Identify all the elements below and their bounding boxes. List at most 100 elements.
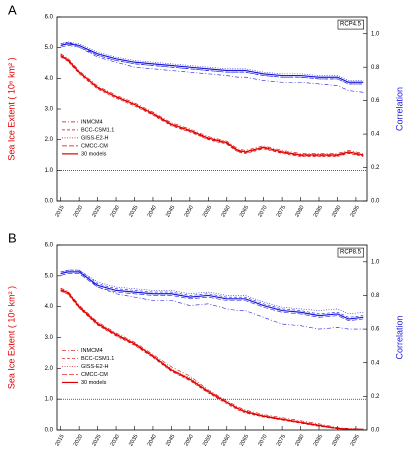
y-axis-title: Sea Ice Extent ( 10⁶ km² ) — [6, 57, 16, 160]
y2-tick-label: 0.2 — [371, 165, 380, 171]
correlation-line — [60, 273, 364, 321]
y-tick-label: 3.0 — [45, 335, 54, 341]
legend-label: 30 models — [81, 380, 107, 386]
legend-label: BCC-CSM1.1 — [81, 127, 114, 133]
x-tick-label: 2040 — [147, 434, 158, 448]
x-tick-label: 2025 — [91, 434, 102, 448]
scenario-label: RCP4.5 — [340, 22, 362, 28]
correlation-line — [60, 45, 364, 85]
y-tick-label: 1.0 — [45, 397, 54, 403]
x-tick-label: 2050 — [184, 434, 195, 448]
legend-label: BCC-CSM1.1 — [81, 356, 114, 362]
y-tick-label: 6.0 — [45, 243, 54, 249]
scenario-label: RCP8.5 — [340, 250, 362, 256]
x-tick-label: 2070 — [257, 434, 268, 448]
x-tick-label: 2045 — [165, 434, 176, 448]
y2-tick-label: 0.6 — [371, 327, 380, 333]
correlation-line — [60, 269, 364, 330]
x-tick-label: 2020 — [73, 205, 84, 219]
x-tick-label: 2085 — [313, 434, 324, 448]
y2-tick-label: 0.4 — [371, 360, 380, 366]
panel-label: A — [8, 2, 17, 17]
x-tick-label: 2035 — [128, 434, 139, 448]
extent-line — [60, 54, 364, 156]
x-tick-label: 2080 — [294, 434, 305, 448]
extent-line — [60, 288, 364, 430]
x-tick-label: 2060 — [220, 205, 231, 219]
x-tick-label: 2045 — [165, 205, 176, 219]
x-tick-label: 2095 — [350, 205, 361, 219]
y-tick-label: 1.0 — [45, 168, 54, 174]
extent-line — [60, 290, 364, 430]
correlation-line — [60, 269, 364, 318]
y2-tick-label: 1.0 — [371, 259, 380, 265]
x-tick-label: 2060 — [220, 434, 231, 448]
x-tick-label: 2075 — [276, 434, 287, 448]
y-tick-label: 6.0 — [45, 15, 54, 21]
x-tick-label: 2015 — [54, 205, 65, 219]
y2-tick-label: 0.2 — [371, 394, 380, 400]
x-tick-label: 2050 — [184, 205, 195, 219]
legend-label: GISS-E2-H — [81, 135, 109, 141]
x-tick-label: 2095 — [350, 434, 361, 448]
x-tick-label: 2020 — [73, 434, 84, 448]
x-tick-label: 2075 — [276, 205, 287, 219]
y2-tick-label: 1.0 — [371, 31, 380, 37]
y2-tick-label: 0.4 — [371, 132, 380, 138]
legend-label: CMCC-CM — [81, 143, 108, 149]
y-tick-label: 0.0 — [45, 199, 54, 205]
legend-label: 30 models — [81, 151, 107, 157]
x-tick-label: 2090 — [331, 205, 342, 219]
x-tick-label: 2055 — [202, 205, 213, 219]
extent-line — [60, 290, 364, 430]
plot-frame — [56, 16, 368, 202]
y-tick-label: 0.0 — [45, 428, 54, 434]
correlation-line — [60, 271, 364, 320]
x-tick-label: 2080 — [294, 205, 305, 219]
panel-label: B — [8, 230, 17, 245]
x-tick-label: 2040 — [147, 205, 158, 219]
x-tick-label: 2090 — [331, 434, 342, 448]
x-tick-label: 2030 — [110, 434, 121, 448]
x-tick-label: 2015 — [54, 434, 65, 448]
y-tick-label: 2.0 — [45, 137, 54, 143]
x-tick-label: 2065 — [239, 434, 250, 448]
legend-label: CMCC-CM — [81, 372, 108, 378]
y2-axis-title: Correlation — [394, 87, 404, 131]
y2-axis-title: Correlation — [394, 315, 404, 359]
x-tick-label: 2070 — [257, 205, 268, 219]
legend-label: INMCM4 — [81, 348, 103, 354]
y-tick-label: 4.0 — [45, 76, 54, 82]
y2-tick-label: 0.8 — [371, 293, 380, 299]
y2-tick-label: 0.0 — [371, 428, 380, 434]
y-tick-label: 5.0 — [45, 273, 54, 279]
legend-label: INMCM4 — [81, 119, 103, 125]
x-tick-label: 2055 — [202, 434, 213, 448]
y-tick-label: 2.0 — [45, 366, 54, 372]
extent-line — [60, 53, 364, 154]
legend-label: GISS-E2-H — [81, 364, 109, 370]
correlation-line — [60, 43, 364, 83]
y-tick-label: 4.0 — [45, 304, 54, 310]
x-tick-label: 2085 — [313, 205, 324, 219]
extent-line — [60, 289, 364, 430]
y-tick-label: 5.0 — [45, 45, 54, 51]
extent-line — [60, 56, 364, 157]
y2-tick-label: 0.6 — [371, 98, 380, 104]
y-axis-title: Sea Ice Extent ( 10⁶ km² ) — [6, 286, 16, 389]
y-tick-label: 3.0 — [45, 107, 54, 113]
extent-line — [60, 287, 364, 430]
scenario-box — [337, 19, 364, 30]
plot-frame — [56, 244, 368, 431]
correlation-line — [60, 41, 364, 93]
scenario-box — [337, 247, 364, 258]
correlation-line — [60, 41, 364, 81]
y2-tick-label: 0.0 — [371, 199, 380, 205]
x-tick-label: 2025 — [91, 205, 102, 219]
y2-tick-label: 0.8 — [371, 65, 380, 71]
x-tick-label: 2065 — [239, 205, 250, 219]
x-tick-label: 2030 — [110, 205, 121, 219]
correlation-line — [60, 269, 364, 315]
x-tick-label: 2035 — [128, 205, 139, 219]
